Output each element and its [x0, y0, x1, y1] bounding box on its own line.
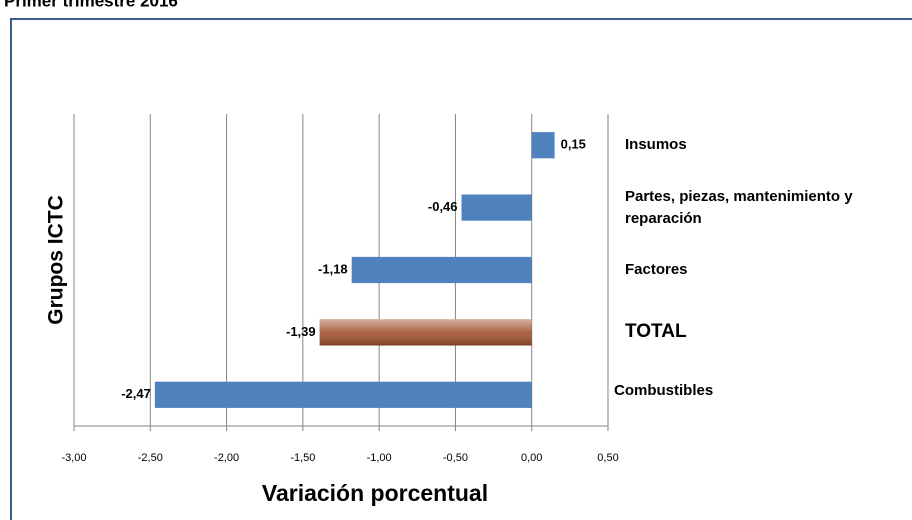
chart-border	[10, 18, 912, 520]
category-label: Factores	[625, 261, 688, 278]
x-tick-label: -2,00	[214, 452, 239, 464]
category-label: Insumos	[625, 136, 687, 154]
bar	[461, 194, 532, 221]
x-tick-label: -0,50	[443, 452, 468, 464]
category-label: Partes, piezas, mantenimiento y reparaci…	[625, 187, 853, 227]
value-label: -0,46	[428, 199, 458, 214]
value-label: -1,18	[318, 261, 348, 276]
category-label: TOTAL	[625, 321, 687, 343]
chart-title: Primer trimestre 2016	[4, 0, 178, 10]
value-label: -2,47	[121, 386, 151, 401]
x-tick-label: 0,00	[521, 452, 542, 464]
x-tick-label: -3,00	[61, 452, 86, 464]
value-label: 0,15	[561, 137, 586, 152]
x-tick-label: -2,50	[138, 452, 163, 464]
bar	[351, 256, 532, 284]
value-label: -1,39	[286, 324, 316, 339]
bar	[531, 132, 555, 159]
category-label: Combustibles	[614, 381, 714, 399]
x-tick-label: -1,00	[367, 452, 392, 464]
x-tick-label: 0,50	[597, 452, 618, 464]
y-axis-title: Grupos ICTC	[45, 195, 68, 325]
bar-sheen	[319, 319, 532, 346]
bar	[154, 381, 532, 408]
x-tick-label: -1,50	[290, 452, 315, 464]
x-axis-title: Variación porcentual	[262, 480, 488, 506]
